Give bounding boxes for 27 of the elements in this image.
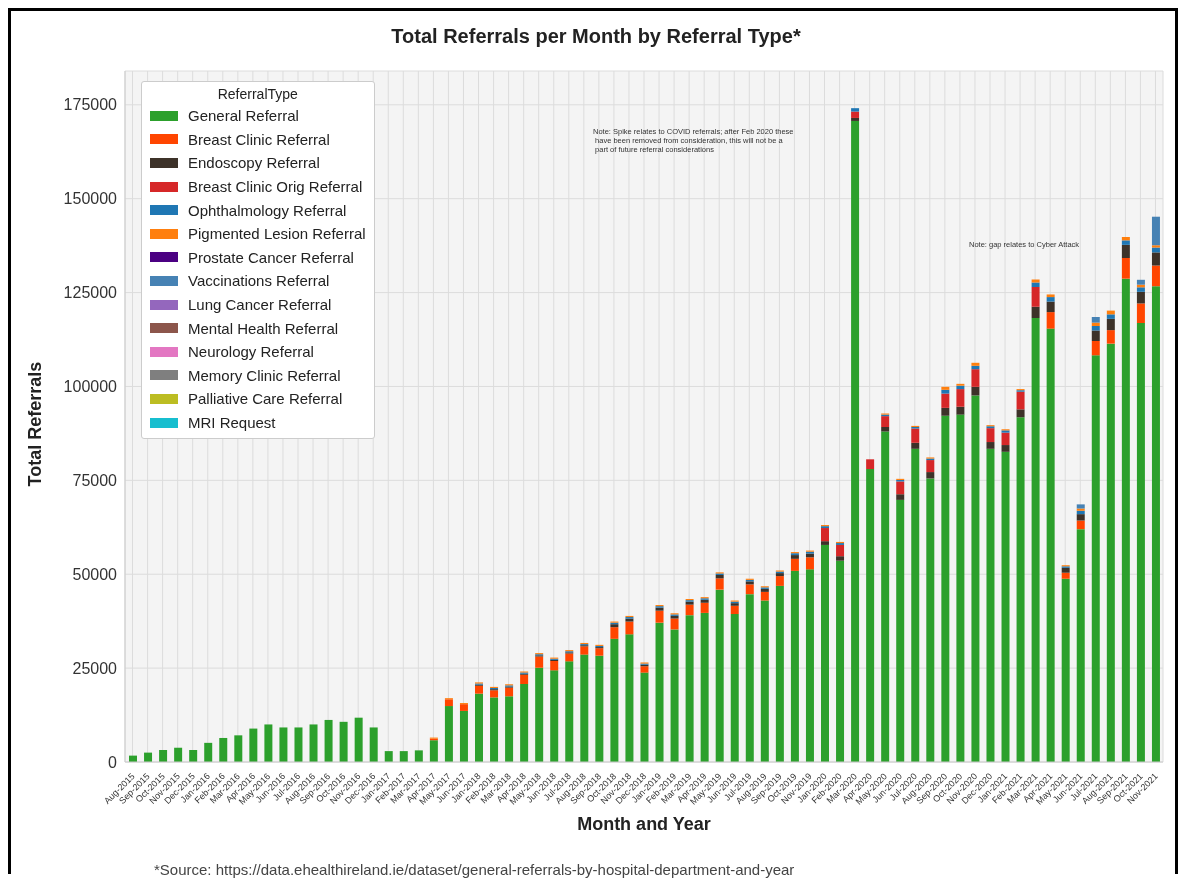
legend-label: Memory Clinic Referral — [188, 366, 341, 384]
legend-label: Vaccinations Referral — [188, 272, 330, 290]
legend-label: Pigmented Lesion Referral — [188, 225, 366, 243]
legend-label: Breast Clinic Orig Referral — [188, 178, 363, 196]
legend-label: Ophthalmology Referral — [188, 201, 347, 219]
legend-label: Neurology Referral — [188, 343, 314, 361]
legend-title: ReferralType — [216, 86, 299, 102]
legend-label: General Referral — [188, 107, 299, 125]
x-axis-title: Month and Year — [577, 814, 711, 834]
legend-label: Mental Health Referral — [188, 319, 339, 337]
y-tick-label: 50000 — [72, 565, 118, 583]
legend-label: Lung Cancer Referral — [188, 296, 332, 314]
legend-label: Palliative Care Referral — [188, 390, 343, 408]
y-tick-label: 175000 — [63, 96, 118, 114]
legend-label: MRI Request — [188, 414, 276, 432]
y-tick-label: 150000 — [63, 190, 118, 208]
y-tick-label: 75000 — [72, 472, 118, 490]
y-tick-label: 0 — [108, 753, 118, 771]
legend-label: Prostate Cancer Referral — [188, 248, 354, 266]
y-axis-title: Total Referrals — [25, 361, 46, 487]
text: *Source: https://data.ehealthireland.ie/dataset/general-referrals-by-hospital-department-and-year — [154, 861, 795, 878]
chart-title: Total Referrals per Month by Referral Type* — [390, 25, 802, 48]
y-tick-label: 100000 — [63, 378, 118, 396]
y-tick-label: 25000 — [72, 659, 118, 677]
legend-label: Breast Clinic Referral — [188, 130, 330, 148]
y-tick-label: 125000 — [63, 284, 118, 302]
legend-label: Endoscopy Referral — [188, 154, 320, 172]
